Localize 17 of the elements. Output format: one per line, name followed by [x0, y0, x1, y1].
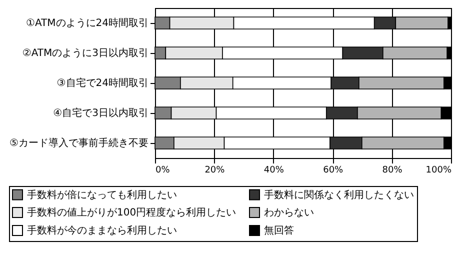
legend-label: 手数料の値上がりが100円程度なら利用したい [27, 206, 236, 218]
y-tick-label: ③自宅で24時間取引 [56, 77, 148, 89]
x-tick-label: 60% [323, 166, 344, 176]
legend-label: わからない [264, 208, 314, 218]
x-tick-label: 80% [382, 166, 403, 176]
legend-label: 手数料が今のままなら利用したい [27, 224, 177, 236]
legend-label: 手数料に関係なく利用したくない [264, 188, 414, 201]
x-tick-label: 0% [156, 166, 170, 176]
y-tick-label: ①ATMのように24時間取引 [26, 17, 148, 29]
y-tick-label: ⑤カード導入で事前手続き不要 [10, 137, 148, 149]
y-tick-label: ②ATMのように3日以内取引 [22, 47, 148, 59]
x-tick-label: 20% [204, 166, 226, 176]
legend-label: 手数料が倍になっても利用したい [27, 188, 177, 201]
legend-label: 無回答 [264, 224, 294, 236]
x-tick-label: 100% [426, 166, 452, 176]
y-tick-label: ④自宅で3日以内取引 [53, 107, 148, 119]
x-tick-label: 40% [264, 166, 284, 176]
